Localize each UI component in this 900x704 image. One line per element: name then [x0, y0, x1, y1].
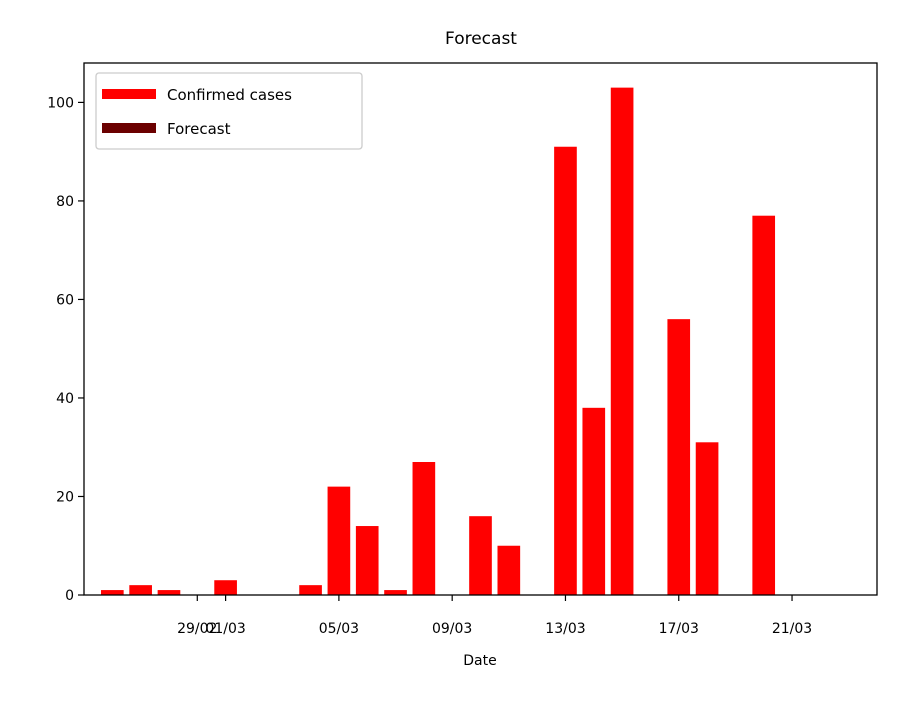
bar	[100, 590, 124, 595]
bar	[384, 590, 407, 595]
bar	[582, 407, 606, 595]
y-tick-label: 100	[47, 95, 74, 111]
bars-layer	[100, 87, 776, 595]
plot-area-frame	[83, 62, 878, 596]
bar	[412, 462, 436, 595]
bar	[752, 215, 776, 595]
x-tick-label: 05/03	[319, 621, 359, 637]
y-tick-label: 20	[56, 489, 74, 505]
x-tick-label: 13/03	[545, 621, 585, 637]
bar	[299, 585, 322, 595]
legend-frame	[95, 72, 363, 150]
legend-label: Confirmed cases	[167, 86, 292, 104]
bar	[469, 516, 492, 595]
y-tick-label: 60	[56, 292, 74, 308]
bar	[129, 585, 152, 595]
bar	[214, 580, 237, 595]
bar	[497, 545, 521, 595]
x-tick-label: 29/02	[177, 621, 217, 637]
bar	[667, 319, 691, 595]
x-axis-label: Date	[463, 653, 496, 669]
legend-label: Forecast	[167, 120, 231, 138]
x-tick-label: 17/03	[659, 621, 699, 637]
y-tick-label: 80	[56, 194, 74, 210]
bar	[554, 146, 577, 595]
bar	[695, 442, 719, 595]
bar	[327, 486, 351, 595]
bar	[157, 590, 181, 595]
y-tick-label: 0	[65, 588, 74, 604]
legend: Confirmed cases Forecast	[95, 72, 363, 150]
chart-title: Forecast	[445, 29, 517, 49]
x-tick-label: 21/03	[772, 621, 812, 637]
bar	[355, 526, 379, 595]
x-tick-label: 01/03	[205, 621, 245, 637]
legend-swatch	[102, 123, 156, 133]
legend-items: Confirmed cases Forecast	[102, 86, 292, 138]
y-axis: 0 20 40 60 80 100	[47, 95, 84, 604]
legend-swatch	[102, 89, 156, 99]
x-tick-label: 09/03	[432, 621, 472, 637]
y-tick-label: 40	[56, 391, 74, 407]
bar	[610, 87, 634, 595]
